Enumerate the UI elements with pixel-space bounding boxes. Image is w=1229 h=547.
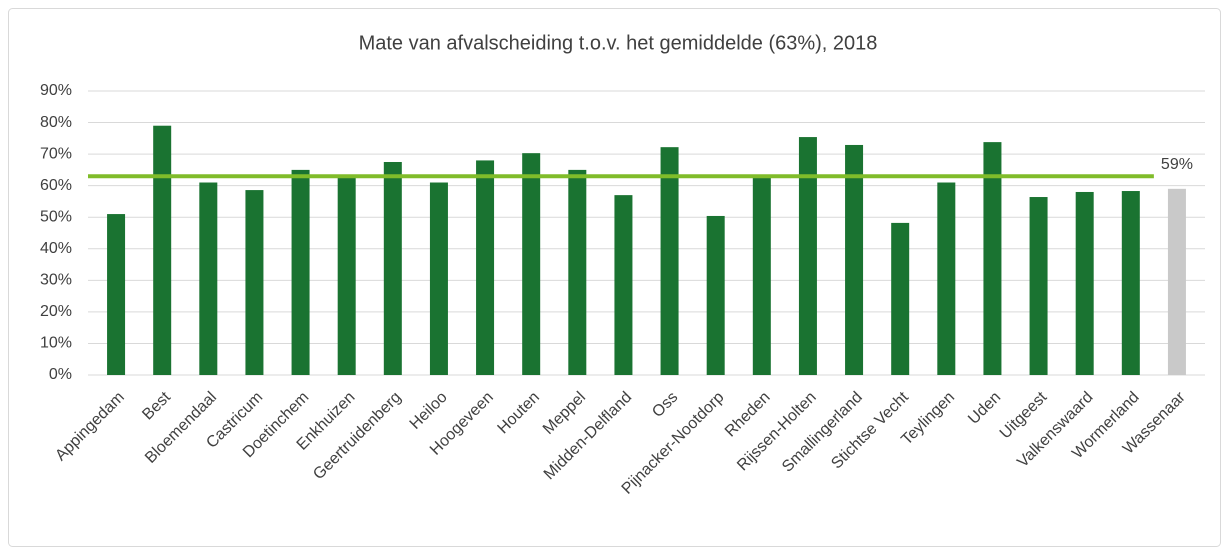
y-tick-label: 80% (40, 114, 72, 131)
bar (337, 174, 356, 375)
bar (199, 182, 218, 375)
y-tick-label: 10% (40, 335, 72, 352)
bar (706, 215, 725, 375)
bar (937, 182, 956, 375)
bar (1167, 188, 1186, 375)
bar (798, 137, 817, 375)
bar (153, 125, 172, 375)
bar (1029, 197, 1048, 375)
bar (476, 160, 495, 375)
y-tick-label: 0% (49, 366, 72, 383)
y-tick-label: 40% (40, 240, 72, 257)
bar (1075, 191, 1094, 375)
bar (383, 162, 402, 375)
chart-title: Mate van afvalscheiding t.o.v. het gemid… (359, 32, 878, 54)
bar (660, 147, 679, 375)
bar (891, 222, 910, 375)
bar (291, 169, 310, 375)
bar (983, 142, 1002, 375)
y-tick-label: 60% (40, 177, 72, 194)
bar (568, 169, 587, 375)
bar (429, 182, 448, 375)
y-tick-label: 30% (40, 272, 72, 289)
y-tick-label: 50% (40, 208, 72, 225)
bar (107, 214, 126, 375)
bar (245, 190, 264, 375)
bar (845, 144, 864, 375)
bar (522, 153, 541, 375)
bar (1121, 191, 1140, 375)
y-tick-label: 90% (40, 82, 72, 99)
data-label: 59% (1161, 156, 1193, 173)
y-tick-label: 20% (40, 303, 72, 320)
bar (752, 174, 771, 375)
bar (614, 195, 633, 375)
y-tick-label: 70% (40, 145, 72, 162)
